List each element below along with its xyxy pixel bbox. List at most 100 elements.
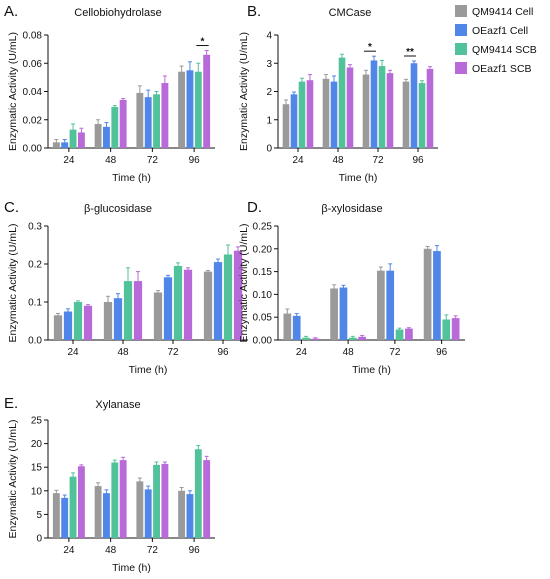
x-tick-label: 96 — [217, 347, 229, 358]
bar — [386, 270, 395, 340]
y-tick-label: 10 — [31, 486, 43, 497]
y-tick-label: 0.3 — [28, 222, 42, 233]
y-tick-label: 0.10 — [253, 290, 273, 301]
bar — [282, 104, 290, 148]
panel-letter: A. — [4, 3, 18, 20]
x-tick-label: 48 — [105, 545, 117, 556]
bar — [306, 80, 314, 148]
chart-panel-4: D. β-xylosidase 0.00 0.05 0.10 0.15 0.20 0.25En… — [238, 199, 465, 376]
y-tick-label: 0.1 — [28, 298, 42, 309]
bar — [119, 460, 127, 538]
bar — [370, 60, 378, 148]
bar — [69, 129, 77, 148]
bar — [136, 92, 144, 148]
bar — [376, 270, 385, 340]
bar — [203, 460, 211, 538]
y-tick-label: 25 — [31, 416, 43, 427]
bar — [94, 486, 102, 538]
bar — [330, 81, 338, 148]
y-axis-title: Enzymatic Activity (U/mL) — [7, 223, 19, 342]
y-tick-label: 20 — [31, 439, 43, 450]
bar — [69, 476, 77, 538]
y-tick-label: 0.08 — [23, 31, 43, 42]
panel-title: β-glucosidase — [84, 203, 152, 215]
panel-title: CMCase — [329, 7, 372, 19]
x-axis-title: Time (h) — [339, 172, 378, 184]
y-tick-label: 0.20 — [253, 244, 273, 255]
legend-label: OEazf1 Cell — [472, 25, 528, 37]
bar — [283, 313, 292, 340]
legend: QM9414 Cell OEazf1 Cell QM9414 SCB OEazf1 S… — [455, 5, 537, 75]
bar — [161, 83, 169, 148]
y-tick-label: 2 — [266, 87, 272, 98]
bar — [73, 302, 83, 340]
bar — [119, 99, 127, 148]
y-tick-label: 0 — [266, 144, 272, 155]
x-tick-label: 24 — [67, 347, 79, 358]
bar — [77, 132, 85, 148]
y-axis-title: Enzymatic Activity (U/mL) — [7, 32, 19, 151]
x-tick-label: 96 — [189, 155, 201, 166]
chart-panel-2: B. CMCase 0 1 2 3 4 Enzymatic Activity (U/mL) 24… — [238, 3, 438, 184]
bar — [442, 319, 451, 340]
x-tick-label: 96 — [189, 545, 201, 556]
chart-panel-1: A. Cellobiohydrolase 0.00 0.02 0.04 0.06 0.08 E… — [4, 3, 215, 184]
chart-panel-5: E. Xylanase 0 5 10 15 20 25 Enzymatic Activity (… — [4, 395, 215, 574]
bar — [194, 71, 202, 148]
y-tick-label: 4 — [266, 31, 272, 42]
x-tick-label: 24 — [63, 545, 75, 556]
bar — [163, 277, 173, 340]
bar — [136, 481, 144, 538]
legend-label: QM9414 Cell — [472, 6, 533, 18]
bar — [378, 66, 386, 148]
bar — [103, 493, 110, 538]
significance-label: ** — [406, 47, 414, 58]
bar — [103, 126, 110, 148]
x-axis-title: Time (h) — [112, 562, 151, 574]
y-tick-label: 0.06 — [23, 59, 43, 70]
panel-letter: E. — [4, 395, 18, 412]
bar — [144, 97, 152, 148]
bar — [386, 73, 394, 148]
y-tick-label: 0.00 — [23, 144, 43, 155]
bar — [405, 328, 413, 340]
bar — [423, 248, 432, 340]
bar — [223, 254, 233, 340]
x-tick-label: 48 — [117, 347, 129, 358]
x-tick-label: 48 — [343, 347, 355, 358]
bar — [63, 311, 73, 340]
x-axis-title: Time (h) — [129, 364, 168, 376]
bar — [53, 315, 63, 340]
legend-swatch — [455, 43, 467, 55]
bar — [186, 494, 194, 538]
legend-swatch — [455, 24, 467, 36]
bar — [133, 281, 143, 340]
chart-panel-3: C. β-glucosidase 0.0 0.1 0.2 0.3 Enzymatic Act… — [4, 199, 248, 376]
bar — [233, 250, 243, 340]
x-tick-label: 96 — [412, 155, 424, 166]
y-tick-label: 5 — [36, 510, 42, 521]
legend-label: OEazf1 SCB — [472, 63, 532, 75]
bar — [144, 489, 152, 538]
x-tick-label: 24 — [296, 347, 308, 358]
y-tick-label: 0.25 — [253, 222, 273, 233]
bar — [113, 298, 123, 340]
significance-label: * — [201, 37, 205, 48]
bar — [292, 315, 301, 340]
bar — [178, 71, 186, 148]
y-tick-label: 1 — [266, 115, 272, 126]
bar — [362, 74, 370, 148]
bar — [290, 94, 298, 148]
y-tick-label: 0.0 — [28, 336, 42, 347]
legend-swatch — [455, 62, 467, 74]
bar — [111, 462, 119, 538]
bar — [61, 497, 69, 538]
y-axis-title: Enzymatic Activity (U/mL) — [238, 32, 250, 151]
y-axis-title: Enzymatic Activity (U/mL) — [7, 419, 19, 538]
y-tick-label: 0 — [36, 534, 42, 545]
bar — [94, 123, 102, 148]
bar — [52, 493, 60, 538]
y-tick-label: 0.2 — [28, 260, 42, 271]
bar — [153, 464, 160, 538]
